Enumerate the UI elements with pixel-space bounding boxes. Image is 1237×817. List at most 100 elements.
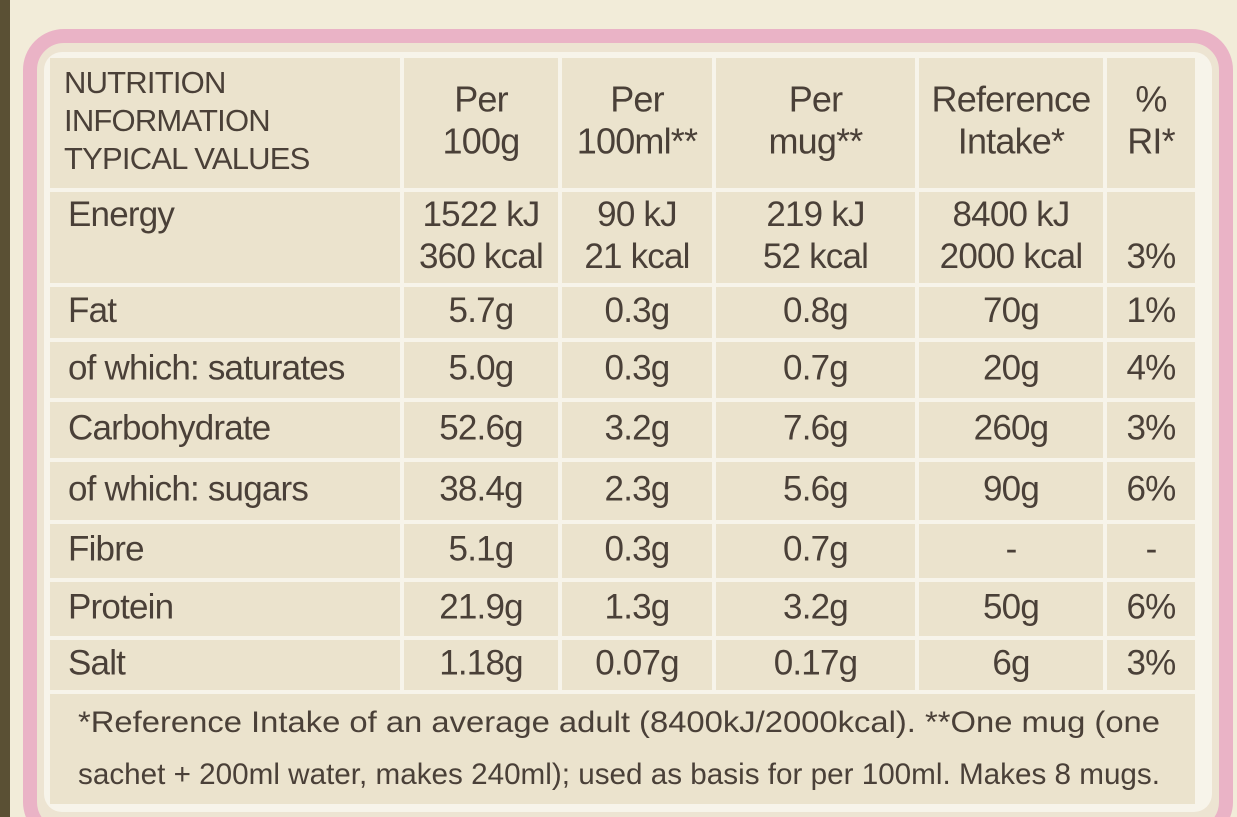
cell-value: 3.2g — [783, 587, 848, 626]
cell-value: 360 kcal — [419, 237, 543, 276]
cell-value: 7.6g — [783, 408, 848, 447]
cell-value: 260g — [974, 408, 1049, 447]
cell — [919, 524, 1103, 578]
cell-value: 20g — [983, 348, 1039, 387]
cell-value: 1% — [1127, 291, 1176, 330]
cell — [919, 402, 1103, 458]
cell — [716, 402, 915, 458]
cell — [1107, 402, 1195, 458]
header-text: 100ml** — [577, 121, 698, 162]
cell — [919, 287, 1103, 338]
cell — [404, 582, 558, 636]
footnote: *Reference Intake of an average adult (8… — [78, 706, 1160, 739]
row-label: Protein — [68, 587, 173, 626]
cell — [919, 192, 1103, 283]
cell-value: 50g — [983, 587, 1039, 626]
cell — [404, 342, 558, 398]
cell-value: 0.8g — [783, 291, 848, 330]
cell-value: 90g — [983, 469, 1039, 508]
cell-value: 0.17g — [774, 643, 858, 682]
cell — [919, 462, 1103, 520]
cell-value: 0.07g — [595, 643, 679, 682]
row-label: of which: saturates — [68, 348, 345, 387]
cell — [562, 462, 712, 520]
footnote: sachet + 200ml water, makes 240ml); used… — [78, 758, 1160, 791]
cell — [50, 192, 400, 283]
cell-value: 0.3g — [605, 291, 670, 330]
cell — [404, 462, 558, 520]
cell-value: 3% — [1127, 237, 1176, 276]
cell — [404, 58, 558, 188]
cell — [562, 192, 712, 283]
header-text: Per — [789, 79, 843, 120]
row-label: Carbohydrate — [68, 408, 270, 447]
cell — [404, 192, 558, 283]
cell-value: 52.6g — [439, 408, 523, 447]
cell — [50, 287, 400, 338]
cell-value: 5.1g — [449, 529, 514, 568]
cell — [919, 582, 1103, 636]
cell-value: 6% — [1127, 587, 1176, 626]
cell-value: 0.7g — [783, 348, 848, 387]
header-text: Intake* — [958, 121, 1065, 162]
header-text: INFORMATION — [64, 103, 270, 138]
cell-value: 0.3g — [605, 529, 670, 568]
cell — [1107, 342, 1195, 398]
cell — [50, 582, 400, 636]
cell — [1107, 58, 1195, 188]
cell — [562, 640, 712, 690]
cell — [1107, 287, 1195, 338]
cell-value: 5.7g — [449, 291, 514, 330]
cell-value: 219 kJ — [766, 195, 864, 234]
cell — [919, 342, 1103, 398]
cell-value: 0.3g — [605, 348, 670, 387]
cell — [404, 402, 558, 458]
cell — [919, 58, 1103, 188]
row-label: Fat — [68, 291, 117, 330]
cell — [562, 582, 712, 636]
cell-value: - — [1006, 529, 1017, 568]
cell-value: 21 kcal — [584, 237, 689, 276]
cell — [50, 462, 400, 520]
edge — [0, 0, 10, 817]
cell-value: 1.18g — [439, 643, 523, 682]
cell — [50, 640, 400, 690]
cell — [919, 640, 1103, 690]
cell-value: 1.3g — [605, 587, 670, 626]
cell — [404, 524, 558, 578]
cell-value: 70g — [983, 291, 1039, 330]
cell — [562, 287, 712, 338]
cell-value: - — [1146, 529, 1157, 568]
cell-value: 5.0g — [449, 348, 514, 387]
header-text: Per — [610, 79, 664, 120]
cell — [50, 524, 400, 578]
cell — [716, 524, 915, 578]
cell — [50, 342, 400, 398]
cell — [50, 58, 400, 188]
cell-value: 3% — [1127, 643, 1176, 682]
cell-value: 5.6g — [783, 469, 848, 508]
cell — [404, 287, 558, 338]
header-text: RI* — [1127, 121, 1175, 162]
cell-value: 3.2g — [605, 408, 670, 447]
footnote-cell — [50, 694, 1195, 804]
cell — [562, 524, 712, 578]
header-text: Reference — [932, 79, 1091, 120]
row-label: of which: sugars — [68, 469, 308, 508]
header-text: NUTRITION — [64, 65, 226, 100]
header-text: mug** — [768, 121, 863, 162]
cell-value: 90 kJ — [597, 195, 677, 234]
header-text: 100g — [443, 121, 520, 162]
cell — [716, 192, 915, 283]
cell-value: 21.9g — [439, 587, 523, 626]
cell — [404, 640, 558, 690]
cell — [1107, 524, 1195, 578]
cell — [716, 342, 915, 398]
row-label: Energy — [68, 195, 175, 234]
cell-value: 3% — [1127, 408, 1176, 447]
cell — [562, 342, 712, 398]
cell-value: 6g — [992, 643, 1029, 682]
cell-value: 0.7g — [783, 529, 848, 568]
